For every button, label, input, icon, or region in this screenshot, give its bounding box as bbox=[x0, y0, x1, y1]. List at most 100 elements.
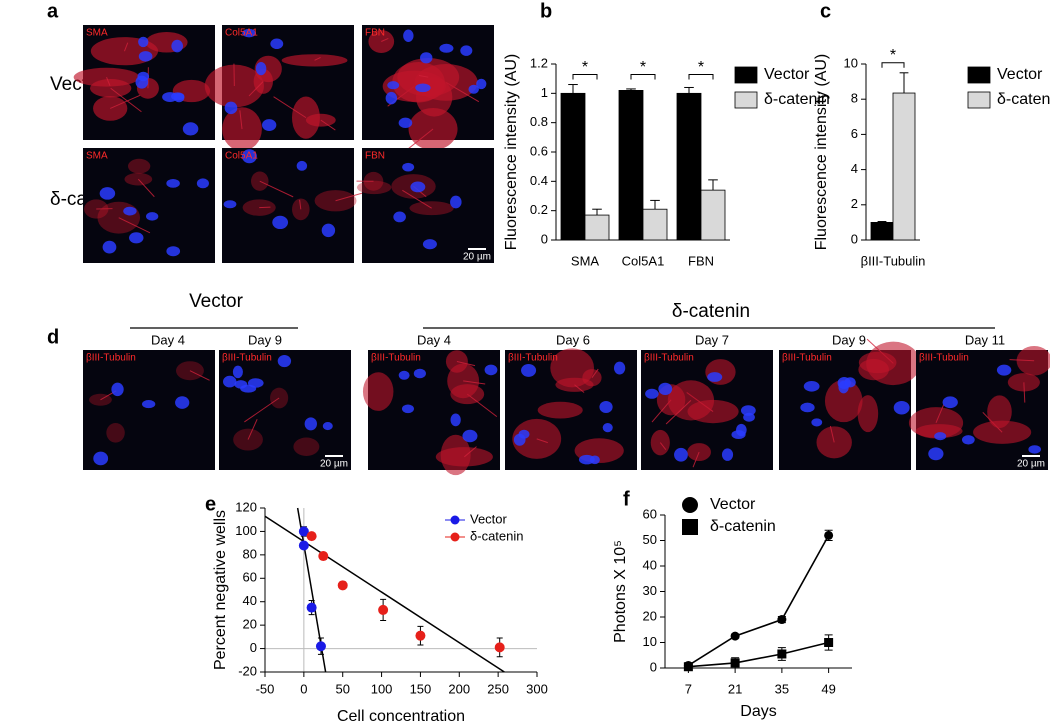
cell-process bbox=[665, 400, 692, 425]
nucleus bbox=[146, 212, 159, 221]
nucleus bbox=[658, 382, 673, 396]
cell-body bbox=[667, 380, 715, 421]
error-bar bbox=[708, 179, 718, 191]
cell-process bbox=[1009, 359, 1035, 362]
bar bbox=[560, 92, 586, 241]
scale-bar-label: 20 µm bbox=[463, 252, 491, 263]
nucleus bbox=[420, 52, 433, 64]
image-label: βIII-Tubulin bbox=[222, 353, 272, 364]
nucleus bbox=[401, 404, 414, 414]
cell-body bbox=[1007, 373, 1040, 392]
significance-bracket bbox=[881, 62, 905, 68]
nucleus bbox=[599, 400, 613, 414]
legend-marker bbox=[450, 532, 460, 542]
nucleus bbox=[415, 83, 431, 93]
y-tick-label: 1.2 bbox=[530, 55, 548, 70]
y-tick-label: 0 bbox=[650, 659, 657, 674]
x-axis-label: Cell concentration bbox=[337, 708, 465, 722]
nucleus bbox=[175, 396, 190, 409]
y-axis-label: Fluorescence intensity (AU) bbox=[813, 54, 830, 251]
marker bbox=[777, 649, 787, 659]
panel-label: e bbox=[205, 493, 216, 515]
nucleus bbox=[811, 418, 823, 427]
cell-process bbox=[1023, 382, 1026, 403]
nucleus bbox=[996, 364, 1012, 376]
significance-bracket bbox=[688, 74, 714, 80]
point bbox=[306, 602, 317, 613]
marker bbox=[730, 658, 740, 668]
bar bbox=[870, 221, 894, 241]
significance-label: * bbox=[890, 47, 896, 64]
y-tick-label: 0 bbox=[851, 231, 858, 246]
cell-body bbox=[550, 348, 595, 388]
image-label: SMA bbox=[86, 151, 108, 162]
nucleus bbox=[322, 422, 333, 431]
cell-body bbox=[987, 395, 1012, 429]
nucleus bbox=[166, 178, 180, 188]
nucleus bbox=[277, 354, 292, 368]
y-tick-label: 0 bbox=[250, 640, 257, 655]
nucleus bbox=[99, 187, 116, 200]
cell-process bbox=[591, 368, 599, 378]
panel-label: b bbox=[540, 0, 552, 22]
cell-process bbox=[463, 380, 486, 385]
nucleus bbox=[387, 81, 400, 90]
cell-process bbox=[456, 360, 476, 367]
significance-label: * bbox=[698, 59, 704, 76]
day-label: Day 9 bbox=[248, 332, 282, 347]
cell-body bbox=[537, 401, 583, 419]
day-label: Day 7 bbox=[695, 332, 729, 347]
x-tick-label: 50 bbox=[335, 681, 349, 696]
nucleus bbox=[645, 388, 659, 399]
y-tick-label: 30 bbox=[643, 583, 657, 598]
nucleus bbox=[242, 28, 256, 38]
nucleus bbox=[674, 447, 688, 462]
x-tick-label: FBN bbox=[688, 253, 714, 268]
nucleus bbox=[223, 200, 237, 209]
bar bbox=[642, 208, 668, 241]
nucleus bbox=[321, 223, 336, 238]
error-bar bbox=[684, 86, 694, 94]
cell-body bbox=[292, 198, 310, 221]
nucleus bbox=[138, 36, 149, 48]
nucleus bbox=[403, 29, 414, 42]
cell-process bbox=[106, 77, 111, 86]
image-label: βIII-Tubulin bbox=[782, 353, 832, 364]
nucleus bbox=[800, 402, 815, 413]
significance-label: * bbox=[640, 59, 646, 76]
x-axis-label: Days bbox=[740, 703, 776, 720]
cell-body bbox=[435, 447, 493, 467]
nucleus bbox=[141, 400, 156, 409]
nucleus bbox=[255, 61, 267, 76]
legend-marker bbox=[682, 519, 698, 535]
panel-label: c bbox=[820, 0, 831, 22]
legend-marker bbox=[682, 497, 698, 513]
nucleus bbox=[518, 429, 530, 439]
nucleus bbox=[171, 39, 184, 53]
cell-process bbox=[137, 178, 155, 198]
nucleus bbox=[844, 377, 856, 388]
point bbox=[337, 580, 348, 591]
legend-label: δ-catenin bbox=[710, 518, 776, 535]
nucleus bbox=[171, 92, 185, 101]
nucleus bbox=[304, 417, 317, 431]
nucleus bbox=[934, 432, 947, 441]
image-label: βIII-Tubulin bbox=[919, 353, 969, 364]
x-tick-label: 21 bbox=[728, 681, 742, 696]
cell-process bbox=[829, 425, 835, 443]
day-label: Day 4 bbox=[417, 332, 451, 347]
nucleus bbox=[402, 162, 415, 172]
y-tick-label: 6 bbox=[851, 126, 858, 141]
group-label: δ-catenin bbox=[672, 301, 750, 322]
legend-label: Vector bbox=[997, 66, 1043, 83]
day-label: Day 4 bbox=[151, 332, 185, 347]
legend-label: Vector bbox=[764, 66, 810, 83]
bar bbox=[584, 214, 610, 241]
y-tick-label: 10 bbox=[643, 634, 657, 649]
cell-process bbox=[314, 56, 321, 61]
marker bbox=[683, 662, 693, 672]
cell-process bbox=[118, 217, 151, 234]
nucleus bbox=[578, 454, 595, 465]
image-label: βIII-Tubulin bbox=[508, 353, 558, 364]
error-bar bbox=[877, 221, 887, 223]
